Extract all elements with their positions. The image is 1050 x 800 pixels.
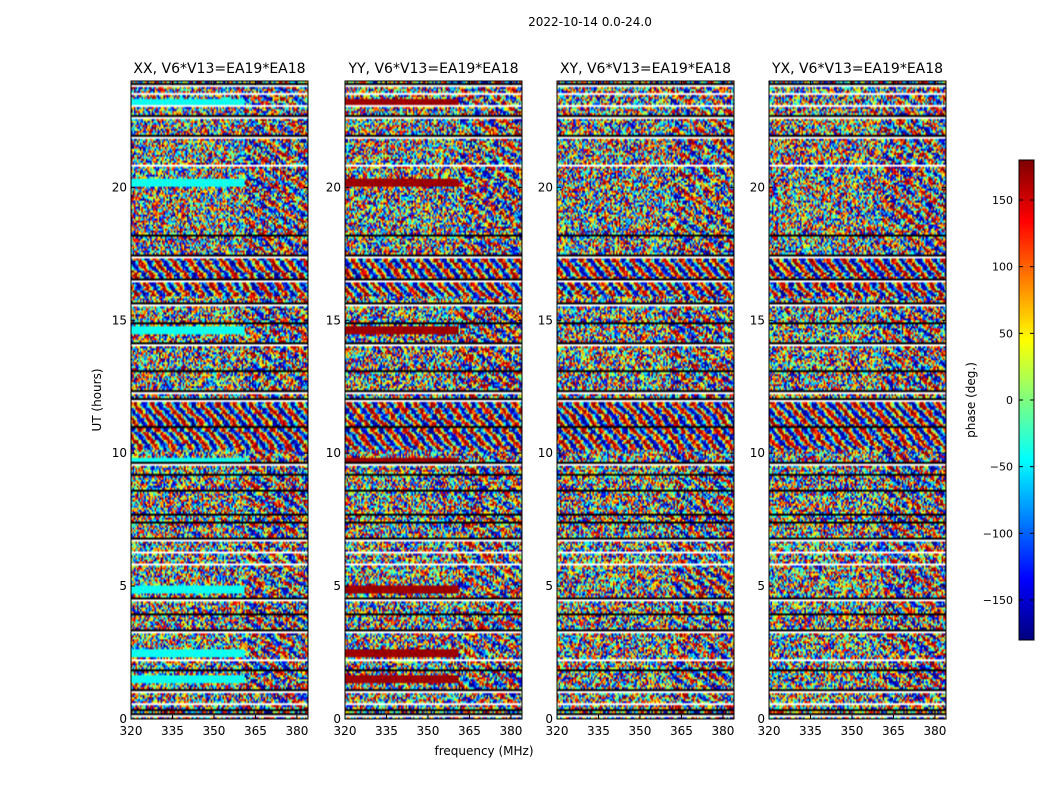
panel-title: XX, V6*V13=EA19*EA18 bbox=[133, 61, 305, 77]
x-tick-label: 320 bbox=[758, 724, 781, 738]
phase-heatmap bbox=[345, 81, 522, 719]
axes-frame bbox=[130, 80, 309, 720]
panel-0: XX, V6*V13=EA19*EA18 320 335 350 365 380 0 5 10 1… bbox=[112, 61, 309, 738]
y-tick-label: 10 bbox=[538, 446, 553, 460]
figure-suptitle: 2022-10-14 0.0-24.0 bbox=[528, 15, 652, 29]
y-tick-label: 15 bbox=[750, 313, 765, 327]
colorbar-tick-label: −150 bbox=[983, 594, 1013, 607]
y-tick-label: 5 bbox=[333, 579, 341, 593]
panel-3: YX, V6*V13=EA19*EA18 320 335 350 365 380 0 5 10 1… bbox=[750, 61, 947, 738]
x-tick-label: 350 bbox=[629, 724, 652, 738]
colorbar-label: phase (deg.) bbox=[964, 362, 978, 438]
y-tick-label: 20 bbox=[326, 180, 341, 194]
y-tick-label: 15 bbox=[112, 313, 127, 327]
y-tick-label: 15 bbox=[326, 313, 341, 327]
axes-frame bbox=[556, 80, 735, 720]
colorbar: −150 −100 −50 0 50 100 150 phase (deg.) bbox=[964, 159, 1035, 641]
colorbar-gradient bbox=[1019, 160, 1034, 640]
panel-1: YY, V6*V13=EA19*EA18 320 335 350 365 380 0 5 10 1… bbox=[326, 61, 523, 738]
x-tick-label: 350 bbox=[841, 724, 864, 738]
x-tick-label: 350 bbox=[203, 724, 226, 738]
colorbar-tick-label: 100 bbox=[992, 261, 1013, 274]
y-tick-label: 20 bbox=[750, 180, 765, 194]
x-tick-label: 380 bbox=[285, 724, 308, 738]
x-tick-label: 365 bbox=[458, 724, 481, 738]
y-tick-label: 0 bbox=[757, 712, 765, 726]
x-tick-label: 320 bbox=[334, 724, 357, 738]
x-tick-label: 365 bbox=[882, 724, 905, 738]
axes-frame bbox=[768, 80, 947, 720]
y-tick-label: 5 bbox=[119, 579, 127, 593]
y-tick-label: 10 bbox=[112, 446, 127, 460]
colorbar-tick-label: 150 bbox=[992, 194, 1013, 207]
y-tick-label: 10 bbox=[326, 446, 341, 460]
x-tick-label: 365 bbox=[244, 724, 267, 738]
panel-title: YY, V6*V13=EA19*EA18 bbox=[347, 61, 518, 77]
y-tick-label: 0 bbox=[333, 712, 341, 726]
axes-frame bbox=[344, 80, 523, 720]
phase-heatmap bbox=[131, 81, 308, 719]
x-tick-label: 335 bbox=[375, 724, 398, 738]
x-tick-label: 320 bbox=[546, 724, 569, 738]
x-tick-label: 380 bbox=[499, 724, 522, 738]
x-axis-label: frequency (MHz) bbox=[434, 744, 533, 758]
y-axis-label: UT (hours) bbox=[90, 368, 104, 431]
y-tick-label: 20 bbox=[112, 180, 127, 194]
colorbar-tick-label: 0 bbox=[1006, 394, 1013, 407]
x-tick-label: 335 bbox=[161, 724, 184, 738]
y-tick-label: 15 bbox=[538, 313, 553, 327]
phase-heatmap bbox=[769, 81, 946, 719]
phase-heatmap bbox=[557, 81, 734, 719]
y-tick-label: 20 bbox=[538, 180, 553, 194]
y-tick-label: 10 bbox=[750, 446, 765, 460]
colorbar-tick-label: −100 bbox=[983, 527, 1013, 540]
y-tick-label: 5 bbox=[757, 579, 765, 593]
y-tick-label: 0 bbox=[545, 712, 553, 726]
x-tick-label: 350 bbox=[417, 724, 440, 738]
x-tick-label: 320 bbox=[120, 724, 143, 738]
colorbar-tick-label: −50 bbox=[990, 461, 1013, 474]
y-tick-label: 5 bbox=[545, 579, 553, 593]
y-tick-label: 0 bbox=[119, 712, 127, 726]
x-tick-label: 365 bbox=[670, 724, 693, 738]
panel-title: YX, V6*V13=EA19*EA18 bbox=[771, 61, 943, 77]
x-tick-label: 380 bbox=[711, 724, 734, 738]
panel-title: XY, V6*V13=EA19*EA18 bbox=[560, 61, 731, 77]
colorbar-tick-label: 50 bbox=[999, 327, 1013, 340]
x-tick-label: 335 bbox=[587, 724, 610, 738]
x-tick-label: 335 bbox=[799, 724, 822, 738]
x-tick-label: 380 bbox=[923, 724, 946, 738]
panels-layer: XX, V6*V13=EA19*EA18 320 335 350 365 380 0 5 10 1… bbox=[112, 61, 947, 738]
panel-2: XY, V6*V13=EA19*EA18 320 335 350 365 380 0 5 10 1… bbox=[538, 61, 735, 738]
